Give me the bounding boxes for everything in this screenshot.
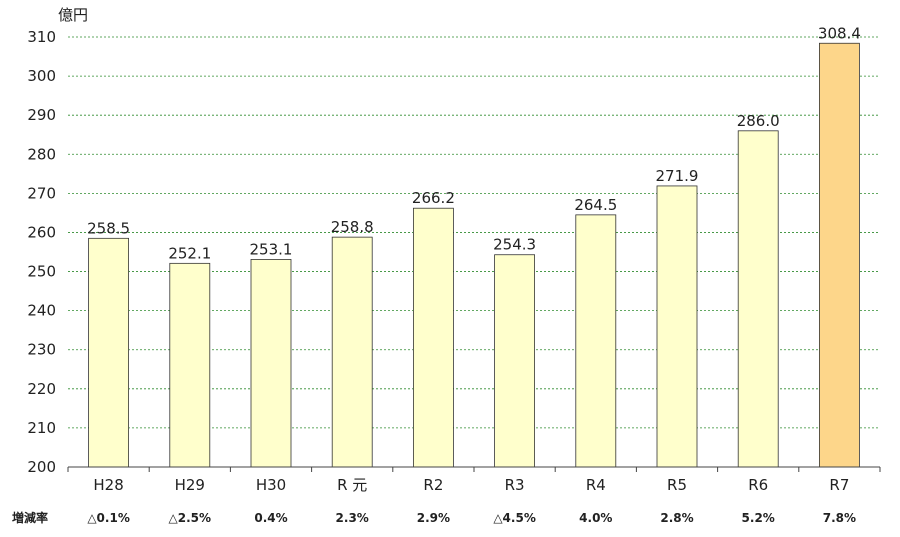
bar — [819, 42, 860, 468]
x-tick-label: R7 — [829, 476, 849, 494]
rate-value: 4.0% — [579, 511, 612, 525]
bars — [88, 42, 860, 468]
y-tick-label: 230 — [27, 341, 56, 359]
bar-value-label: 308.4 — [818, 24, 861, 42]
y-tick-label: 300 — [27, 67, 56, 85]
bar — [169, 262, 211, 468]
bar — [331, 236, 373, 468]
rate-value: 2.3% — [336, 511, 369, 525]
bar-value-label: 254.3 — [493, 236, 536, 254]
rate-value: 0.4% — [254, 511, 287, 525]
x-tick-label: R3 — [505, 476, 525, 494]
bar-value-label: 266.2 — [412, 189, 455, 207]
y-tick-label: 280 — [27, 145, 56, 163]
rate-value: 2.8% — [660, 511, 693, 525]
y-tick-label: 270 — [27, 184, 56, 202]
bar-value-label: 264.5 — [574, 196, 617, 214]
value-labels: 258.5 252.1 253.1 258.8 266.2 254.3 264.5 271.9… — [87, 24, 861, 262]
bar-value-label: 271.9 — [656, 167, 699, 185]
x-tick-label: R5 — [667, 476, 687, 494]
x-tick-label: R2 — [423, 476, 443, 494]
rate-value: △2.5% — [169, 511, 212, 525]
y-tick-label: 210 — [27, 419, 56, 437]
rate-value: 2.9% — [417, 511, 450, 525]
x-axis — [67, 466, 881, 472]
bar — [250, 259, 292, 468]
bar — [656, 185, 698, 468]
rate-row-title: 増減率 — [12, 510, 48, 525]
y-axis-unit: 億円 — [58, 6, 88, 24]
bar-value-label: 258.5 — [87, 219, 130, 237]
y-axis-ticks: 200 210 220 230 240 250 260 270 280 290 300 310 — [27, 28, 56, 476]
bar — [494, 254, 536, 468]
y-tick-label: 310 — [27, 28, 56, 46]
x-tick-label: H28 — [93, 476, 123, 494]
x-tick-label: H29 — [175, 476, 205, 494]
y-tick-label: 250 — [27, 263, 56, 281]
bar-value-label: 258.8 — [331, 218, 374, 236]
x-tick-label: R4 — [586, 476, 606, 494]
x-tick-label: H30 — [256, 476, 286, 494]
x-axis-tick-labels: H28 H29 H30 R 元 R2 R3 R4 R5 R6 R7 — [93, 476, 849, 494]
rate-value: 5.2% — [742, 511, 775, 525]
rate-value: △4.5% — [493, 511, 536, 525]
bar-value-label: 252.1 — [168, 244, 211, 262]
y-tick-label: 260 — [27, 223, 56, 241]
y-tick-label: 290 — [27, 106, 56, 124]
bar — [412, 207, 454, 468]
rate-value: 7.8% — [823, 511, 856, 525]
y-tick-label: 220 — [27, 380, 56, 398]
bar — [737, 130, 779, 468]
y-tick-label: 200 — [27, 458, 56, 476]
bar-value-label: 253.1 — [250, 240, 293, 258]
x-tick-label: R6 — [748, 476, 768, 494]
y-tick-label: 240 — [27, 302, 56, 320]
x-tick-label: R 元 — [337, 476, 367, 494]
rate-value: △0.1% — [87, 511, 130, 525]
bar — [88, 237, 129, 468]
bar — [575, 214, 617, 468]
rate-row: △0.1% △2.5% 0.4% 2.3% 2.9% △4.5% 4.0% 2.8% 5.2% 7… — [87, 511, 856, 525]
bar-value-label: 286.0 — [737, 112, 780, 130]
